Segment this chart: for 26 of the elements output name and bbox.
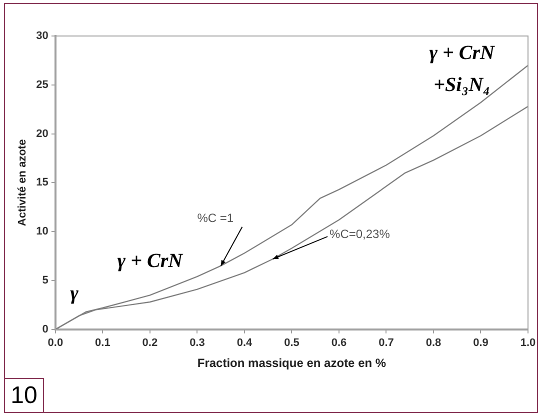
y-tick-label: 0 bbox=[42, 323, 48, 336]
x-tick-label: 0.1 bbox=[95, 337, 110, 350]
y-tick-label: 10 bbox=[36, 226, 48, 238]
y-tick-label: 25 bbox=[36, 78, 48, 91]
x-tick-label: 0.4 bbox=[236, 337, 253, 350]
series-label: %C=0,23% bbox=[330, 226, 390, 241]
y-tick-label: 5 bbox=[42, 274, 48, 287]
x-tick-label: 0.2 bbox=[142, 337, 158, 350]
x-tick-label: 0.7 bbox=[378, 337, 394, 350]
y-tick-label: 20 bbox=[36, 128, 48, 140]
annotation: γ + CrN bbox=[429, 42, 496, 64]
x-tick-label: 1.0 bbox=[520, 337, 536, 350]
x-tick-label: 0.3 bbox=[190, 337, 205, 350]
y-axis-title: Activité en azote bbox=[16, 139, 29, 226]
y-tick-label: 15 bbox=[36, 176, 48, 189]
x-tick-label: 0.8 bbox=[426, 337, 442, 350]
annotation: γ + CrN bbox=[117, 250, 184, 272]
y-tick-label: 30 bbox=[36, 30, 48, 42]
x-tick-label: 0.0 bbox=[48, 337, 64, 350]
text: %C =1 bbox=[197, 211, 234, 226]
x-tick-label: 0.5 bbox=[284, 337, 300, 350]
annotation: +Si₃N₄ bbox=[434, 74, 490, 96]
x-tick-label: 0.9 bbox=[473, 337, 488, 350]
x-axis-title: Fraction massique en azote en % bbox=[197, 356, 386, 370]
x-tick-label: 0.6 bbox=[331, 337, 347, 350]
annotation: γ bbox=[70, 282, 80, 304]
